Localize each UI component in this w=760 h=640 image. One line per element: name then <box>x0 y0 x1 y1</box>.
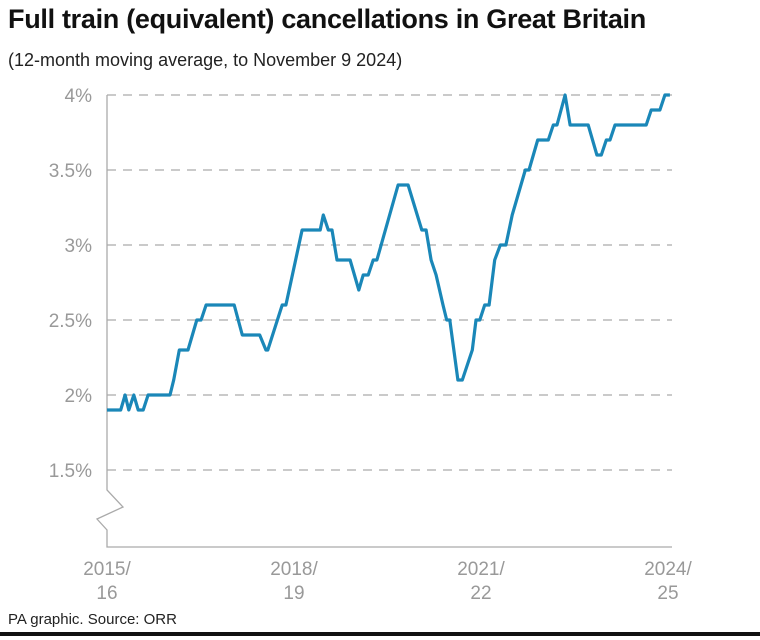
x-tick-label: 25 <box>657 583 678 604</box>
y-tick-label: 4% <box>65 86 93 107</box>
source-footer: PA graphic. Source: ORR <box>8 611 177 628</box>
y-tick-label: 2% <box>65 386 93 407</box>
axis-with-break <box>95 95 672 548</box>
y-tick-label: 3.5% <box>49 161 92 182</box>
x-tick-label: 16 <box>96 583 117 604</box>
x-tick-label: 22 <box>470 583 491 604</box>
series-line <box>107 93 670 412</box>
chart-subtitle: (12-month moving average, to November 9 … <box>8 50 403 70</box>
x-tick-label: 2021/ <box>457 559 505 580</box>
x-tick-label: 2015/ <box>83 559 131 580</box>
y-tick-label: 3% <box>65 236 93 257</box>
y-tick-label: 1.5% <box>49 461 92 482</box>
x-tick-label: 19 <box>283 583 304 604</box>
x-tick-label: 2018/ <box>270 559 318 580</box>
y-tick-label: 2.5% <box>49 311 92 332</box>
chart-title: Full train (equivalent) cancellations in… <box>8 4 646 34</box>
x-tick-label: 2024/ <box>644 559 692 580</box>
bottom-rule <box>0 632 760 636</box>
